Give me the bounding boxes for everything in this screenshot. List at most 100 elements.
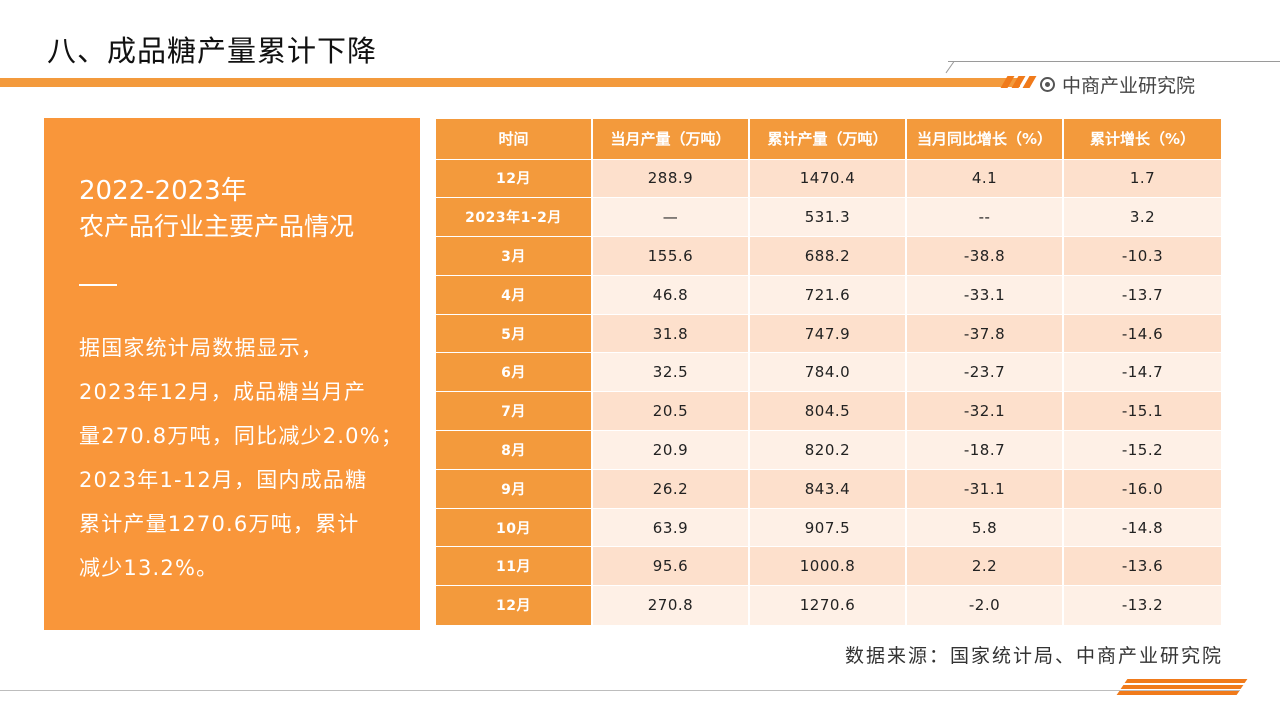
table-cell: 907.5 — [749, 507, 907, 547]
table-row: 3月 155.6 688.2 -38.8 -10.3 — [436, 236, 1221, 276]
table-cell: 95.6 — [592, 546, 750, 586]
table-cell: 3.2 — [1063, 197, 1221, 237]
table-cell: -38.8 — [906, 236, 1064, 276]
row-period-cell: 6月 — [436, 352, 593, 392]
panel-body-line: 据国家统计局数据显示， — [79, 336, 324, 360]
page-title: 八、成品糖产量累计下降 — [47, 34, 378, 68]
table-cell: -33.1 — [906, 274, 1064, 315]
table-row: 8月 20.9 820.2 -18.7 -15.2 — [436, 430, 1221, 470]
table-cell: -10.3 — [1063, 236, 1221, 276]
table-row: 2023年1-2月 —531.3 -- 3.2 — [436, 197, 1221, 237]
panel-body-line: 累计产量1270.6万吨，累计 — [79, 512, 360, 536]
table-cell: 1270.6 — [749, 585, 907, 625]
table-cell: 1000.8 — [749, 546, 907, 586]
table-header-row: 时间 当月产量（万吨） 累计产量（万吨） 当月同比增长（%） 累计增长（%） — [436, 119, 1221, 159]
table-cell: -37.8 — [906, 313, 1064, 353]
table-cell: 20.9 — [592, 430, 750, 470]
table-cell: 2.2 — [906, 546, 1064, 586]
summary-panel: 2022-2023年 农产品行业主要产品情况 据国家统计局数据显示， 2023年… — [44, 118, 420, 630]
table-row: 4月 46.8 721.6 -33.1 -13.7 — [436, 274, 1221, 315]
panel-subtitle: 农产品行业主要产品情况 — [79, 212, 355, 241]
panel-divider — [79, 284, 117, 286]
header-stripes-decoration — [1000, 76, 1037, 88]
table-cell: 26.2 — [592, 468, 750, 509]
table-cell: 747.9 — [749, 313, 907, 353]
table-row: 10月 63.9 907.5 5.8 -14.8 — [436, 507, 1221, 547]
table-cell: -14.7 — [1063, 352, 1221, 392]
table-cell: 843.4 — [749, 468, 907, 509]
table-cell: 1.7 — [1063, 158, 1221, 198]
panel-body: 据国家统计局数据显示， 2023年12月，成品糖当月产 量270.8万吨，同比减… — [79, 326, 404, 590]
footer-line — [0, 690, 1240, 691]
table-row: 12月 270.8 1270.6 -2.0 -13.2 — [436, 585, 1221, 625]
data-source: 数据来源：国家统计局、中商产业研究院 — [845, 645, 1224, 667]
table-row: 9月 26.2 843.4 -31.1 -16.0 — [436, 468, 1221, 509]
header-cumulative-growth: 累计增长（%） — [1063, 119, 1221, 159]
table-row: 7月 20.5 804.5 -32.1 -15.1 — [436, 391, 1221, 431]
brand-circle-icon — [1040, 77, 1055, 92]
brand-logo: 中商产业研究院 — [1040, 71, 1195, 98]
table-cell: -18.7 — [906, 430, 1064, 470]
table-cell: -15.1 — [1063, 391, 1221, 431]
table-cell: -13.6 — [1063, 546, 1221, 586]
table-cell: -13.7 — [1063, 274, 1221, 315]
table-cell: 46.8 — [592, 274, 750, 315]
panel-body-line: 2023年12月，成品糖当月产 — [79, 380, 367, 404]
table-cell: -13.2 — [1063, 585, 1221, 625]
table-cell: 5.8 — [906, 507, 1064, 547]
table-cell: 288.9 — [592, 158, 750, 198]
brand-name: 中商产业研究院 — [1062, 75, 1196, 97]
panel-body-line: 量270.8万吨，同比减少2.0%； — [79, 424, 404, 448]
table-row: 11月 95.6 1000.8 2.2 -13.6 — [436, 546, 1221, 586]
table-cell: -14.6 — [1063, 313, 1221, 353]
row-period-cell: 12月 — [436, 158, 593, 198]
sugar-output-table: 时间 当月产量（万吨） 累计产量（万吨） 当月同比增长（%） 累计增长（%） 1… — [436, 119, 1221, 625]
table-cell: 804.5 — [749, 391, 907, 431]
row-period-cell: 3月 — [436, 236, 593, 276]
table-cell: -2.0 — [906, 585, 1064, 625]
row-period-cell: 11月 — [436, 546, 593, 586]
row-period-cell: 7月 — [436, 391, 593, 431]
table-cell: -32.1 — [906, 391, 1064, 431]
row-period-cell: 2023年1-2月 — [436, 197, 593, 237]
table-cell: -31.1 — [906, 468, 1064, 509]
row-period-cell: 10月 — [436, 507, 593, 547]
footer-stripes-decoration — [1116, 679, 1250, 695]
panel-body-line: 减少13.2%。 — [79, 556, 219, 580]
header-divider-slant — [945, 61, 955, 74]
header-time: 时间 — [436, 119, 593, 159]
table-cell: -15.2 — [1063, 430, 1221, 470]
table-cell: 31.8 — [592, 313, 750, 353]
header-monthly-yoy: 当月同比增长（%） — [906, 119, 1064, 159]
row-period-cell: 9月 — [436, 468, 593, 509]
row-period-cell: 8月 — [436, 430, 593, 470]
table-cell: 820.2 — [749, 430, 907, 470]
table-cell: 63.9 — [592, 507, 750, 547]
table-cell: 531.3 — [749, 197, 907, 237]
header-monthly-output: 当月产量（万吨） — [592, 119, 750, 159]
panel-body-line: 2023年1-12月，国内成品糖 — [79, 468, 368, 492]
table-cell: -16.0 — [1063, 468, 1221, 509]
table-cell: -23.7 — [906, 352, 1064, 392]
table-row: 6月 32.5 784.0 -23.7 -14.7 — [436, 352, 1221, 392]
table-cell: 155.6 — [592, 236, 750, 276]
table-cell: 721.6 — [749, 274, 907, 315]
table-cell: -14.8 — [1063, 507, 1221, 547]
table-cell: -- — [906, 197, 1064, 237]
title-underline-bar — [0, 78, 1020, 87]
panel-year: 2022-2023年 — [79, 176, 247, 206]
row-period-cell: 5月 — [436, 313, 593, 353]
table-cell: 270.8 — [592, 585, 750, 625]
table-cell: 32.5 — [592, 352, 750, 392]
table-cell: 688.2 — [749, 236, 907, 276]
header-cumulative-output: 累计产量（万吨） — [749, 119, 907, 159]
header-divider-line — [948, 61, 1280, 62]
table-cell: 1470.4 — [749, 158, 907, 198]
table-cell: 784.0 — [749, 352, 907, 392]
table-cell: — — [592, 197, 750, 237]
table-cell: 20.5 — [592, 391, 750, 431]
table-cell: 4.1 — [906, 158, 1064, 198]
row-period-cell: 12月 — [436, 585, 593, 625]
table-row: 5月 31.8 747.9 -37.8 -14.6 — [436, 313, 1221, 353]
row-period-cell: 4月 — [436, 274, 593, 315]
